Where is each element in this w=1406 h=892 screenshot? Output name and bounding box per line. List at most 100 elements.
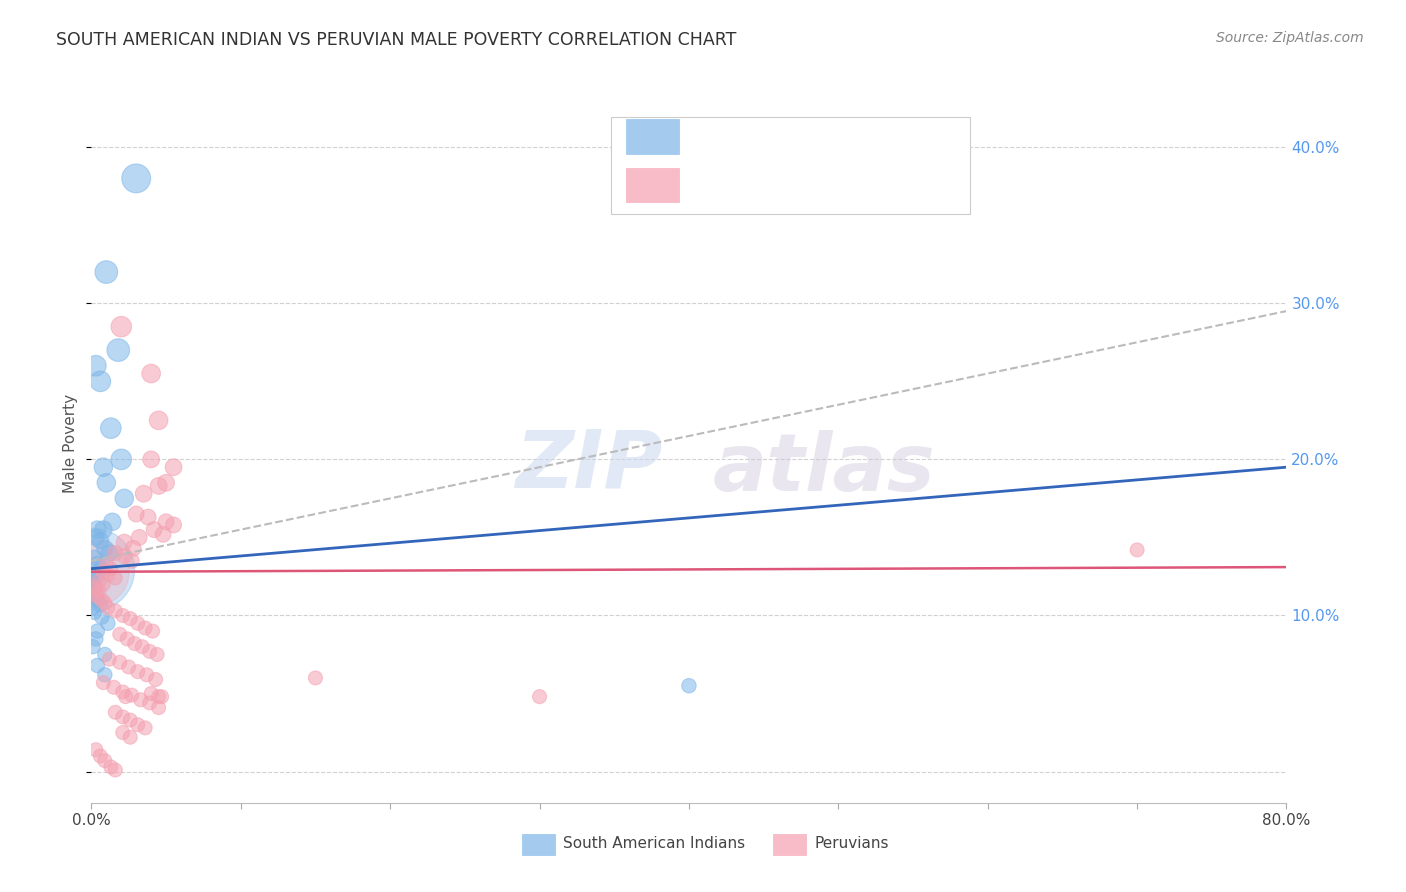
Point	[110, 452, 132, 467]
Point	[1126, 542, 1149, 557]
Point	[97, 568, 120, 582]
Point	[89, 375, 111, 389]
Point	[93, 523, 115, 537]
Point	[143, 523, 166, 537]
Point	[127, 665, 149, 679]
FancyBboxPatch shape	[626, 120, 679, 154]
Point	[84, 571, 107, 585]
Point	[111, 710, 134, 724]
Point	[98, 652, 121, 666]
Point	[97, 616, 120, 631]
Point	[83, 587, 105, 601]
Point	[83, 550, 105, 565]
Point	[94, 754, 117, 768]
Point	[90, 562, 112, 576]
Point	[134, 721, 156, 735]
Point	[141, 687, 163, 701]
Point	[104, 763, 127, 777]
Point	[87, 574, 110, 589]
Point	[125, 507, 148, 521]
Point	[155, 515, 177, 529]
Point	[127, 616, 149, 631]
Text: 39: 39	[891, 129, 912, 145]
Text: N =: N =	[834, 178, 869, 193]
Text: SOUTH AMERICAN INDIAN VS PERUVIAN MALE POVERTY CORRELATION CHART: SOUTH AMERICAN INDIAN VS PERUVIAN MALE P…	[56, 31, 737, 49]
Point	[101, 515, 124, 529]
Point	[304, 671, 326, 685]
Text: 78: 78	[891, 178, 912, 193]
Point	[89, 598, 111, 612]
Text: R =: R =	[693, 178, 727, 193]
Point	[83, 566, 105, 581]
Point	[124, 637, 146, 651]
Point	[112, 549, 135, 564]
Text: South American Indians: South American Indians	[564, 836, 745, 851]
Point	[127, 717, 149, 731]
Point	[84, 581, 107, 595]
Point	[107, 343, 129, 358]
Point	[148, 700, 170, 714]
Point	[120, 612, 142, 626]
Point	[103, 681, 125, 695]
Point	[131, 640, 153, 654]
Point	[120, 730, 142, 744]
Text: N =: N =	[834, 129, 869, 145]
Point	[112, 535, 135, 549]
Point	[104, 571, 127, 585]
Point	[121, 554, 143, 568]
Point	[83, 590, 105, 604]
Point	[529, 690, 551, 704]
Point	[111, 608, 134, 623]
Point	[128, 530, 150, 544]
Point	[104, 604, 127, 618]
Point	[94, 596, 117, 610]
Point	[84, 530, 107, 544]
Point	[162, 460, 184, 475]
Text: Peruvians: Peruvians	[814, 836, 889, 851]
Point	[82, 585, 104, 599]
Point	[89, 533, 111, 548]
Point	[86, 624, 108, 639]
Point	[129, 692, 152, 706]
Point	[84, 565, 107, 579]
Point	[104, 705, 127, 719]
Point	[122, 541, 145, 556]
Point	[94, 648, 117, 662]
Text: 0.011: 0.011	[749, 178, 800, 193]
Point	[138, 696, 160, 710]
Point	[141, 367, 163, 381]
Point	[112, 491, 135, 506]
Point	[94, 667, 117, 682]
Point	[86, 658, 108, 673]
Point	[86, 590, 108, 604]
Point	[93, 577, 115, 591]
Point	[83, 606, 105, 620]
Point	[86, 523, 108, 537]
Point	[90, 610, 112, 624]
Point	[150, 690, 173, 704]
Point	[148, 690, 170, 704]
Point	[142, 624, 165, 639]
Point	[152, 527, 174, 541]
Point	[84, 632, 107, 646]
Point	[121, 688, 143, 702]
Point	[155, 475, 177, 490]
Point	[146, 648, 169, 662]
Point	[86, 557, 108, 571]
FancyBboxPatch shape	[626, 168, 679, 202]
Point	[136, 510, 159, 524]
Point	[94, 541, 117, 556]
Point	[96, 265, 118, 279]
FancyBboxPatch shape	[772, 834, 806, 855]
Point	[97, 600, 120, 615]
Point	[148, 479, 170, 493]
Point	[96, 557, 118, 571]
Point	[108, 655, 131, 669]
Point	[125, 171, 148, 186]
Y-axis label: Male Poverty: Male Poverty	[63, 394, 79, 493]
Point	[678, 679, 700, 693]
Point	[100, 421, 122, 435]
Point	[148, 413, 170, 427]
Text: R =: R =	[693, 129, 727, 145]
Text: 0.141: 0.141	[749, 129, 800, 145]
